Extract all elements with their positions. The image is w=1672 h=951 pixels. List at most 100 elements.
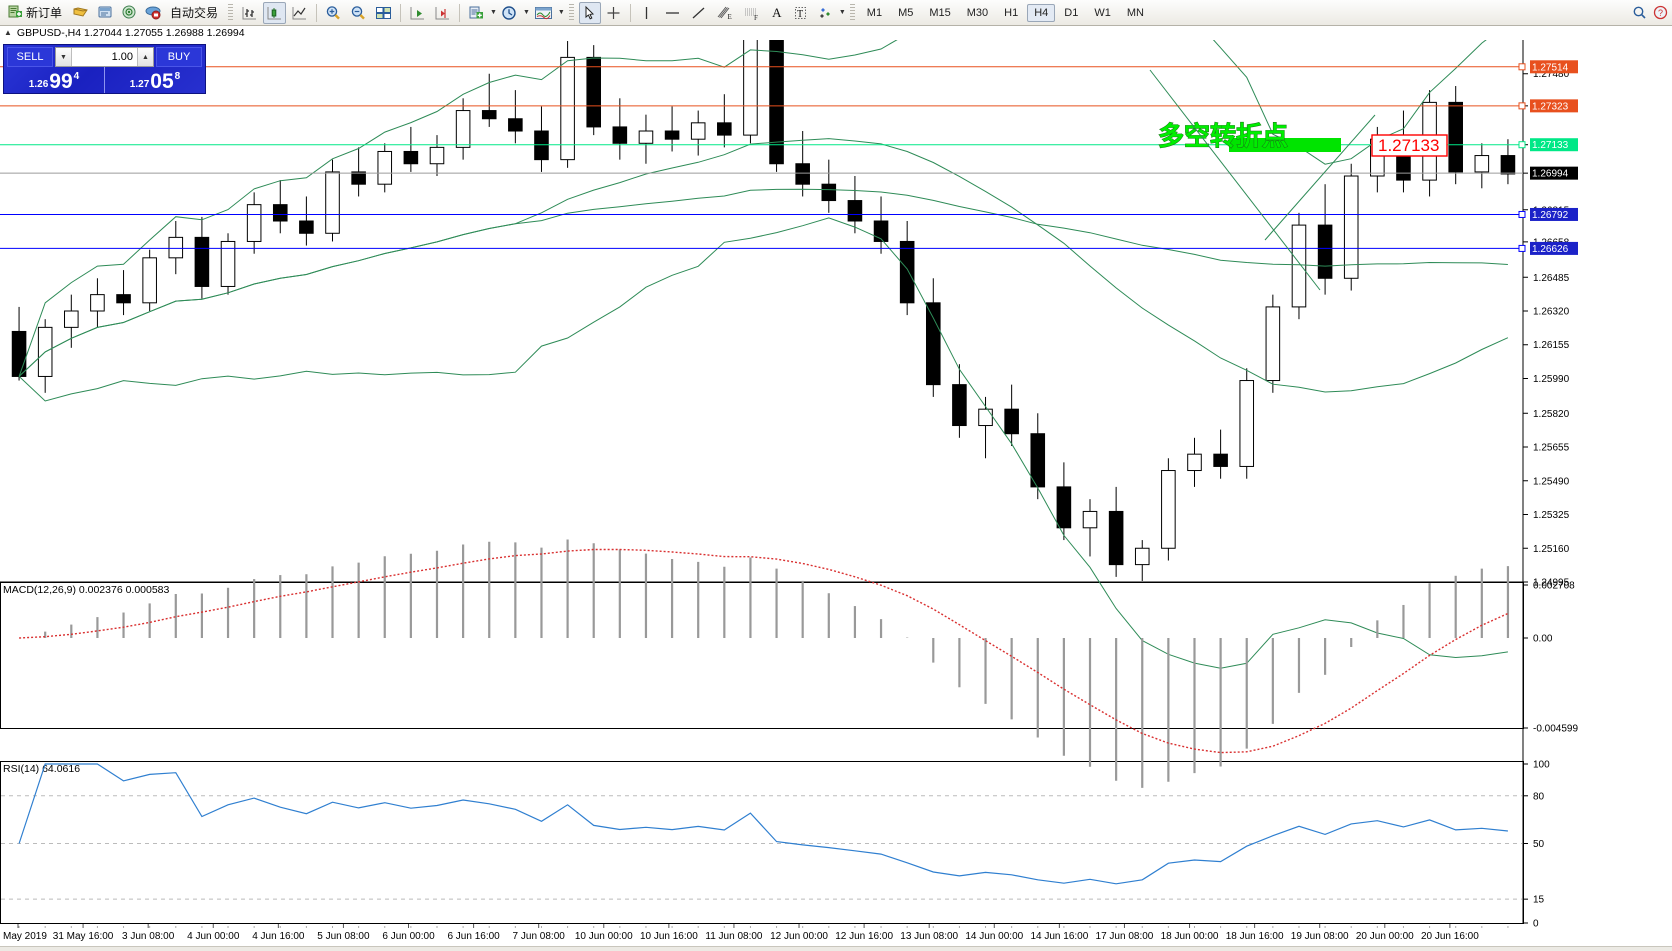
- timeframe-h1[interactable]: H1: [1004, 6, 1019, 19]
- toolbar-grip-2[interactable]: [568, 3, 574, 22]
- annotation-green-box[interactable]: [1229, 138, 1341, 152]
- new-order-button[interactable]: 新订单: [3, 2, 67, 24]
- indicators-dropdown-arrow[interactable]: ▼: [490, 9, 497, 16]
- level-handle[interactable]: [1518, 244, 1526, 252]
- bollinger-upper: [18, 40, 1487, 377]
- candle-body: [1030, 433, 1046, 488]
- tile-windows-button[interactable]: [372, 2, 395, 24]
- candle-body: [1161, 470, 1176, 549]
- price-tag-bg[interactable]: [1530, 166, 1578, 180]
- candle: [952, 364, 967, 438]
- auto-scroll-button[interactable]: [406, 2, 429, 24]
- level-handle[interactable]: [1518, 102, 1526, 110]
- zoom-in-icon: [326, 5, 340, 19]
- volume-increment-button[interactable]: ▲: [137, 48, 153, 66]
- templates-button[interactable]: [531, 2, 556, 24]
- indicators-button[interactable]: [465, 2, 488, 24]
- periods-button[interactable]: [498, 2, 521, 24]
- text-label-button[interactable]: T: [790, 2, 812, 24]
- toolbar-grip-3[interactable]: [849, 3, 855, 22]
- periods-dropdown-arrow[interactable]: ▼: [522, 9, 530, 16]
- price-tag-label: 1.27133: [1532, 140, 1569, 151]
- toolbar-separator-4: [629, 3, 631, 22]
- timeframe-h4[interactable]: H4: [1027, 3, 1056, 22]
- current-price-box[interactable]: [1371, 134, 1448, 157]
- toolbar-grip[interactable]: [228, 3, 234, 22]
- y-tick-label: 1.26320: [1533, 307, 1570, 318]
- trendline-button[interactable]: [687, 2, 710, 24]
- zoom-out-button[interactable]: [347, 2, 370, 24]
- chart-area[interactable]: 1.274801.273231.271331.269941.268151.266…: [0, 40, 1672, 951]
- toolbar-separator: [316, 3, 318, 22]
- level-handle[interactable]: [1518, 63, 1526, 71]
- crosshair-button[interactable]: [603, 2, 625, 24]
- x-tick-label: 31 May 2019: [0, 931, 47, 942]
- signals-button[interactable]: [118, 2, 140, 24]
- one-click-trading-panel[interactable]: SELL ▼ 1.00 ▲ BUY 1.26 99 4 1.27 05 8: [3, 44, 206, 94]
- svg-text:F: F: [754, 14, 758, 21]
- svg-text:?: ?: [1658, 8, 1663, 18]
- price-tag-bg[interactable]: [1530, 99, 1578, 113]
- timeframe-mn[interactable]: MN: [1126, 6, 1144, 19]
- equidistant-channel-button[interactable]: E: [712, 2, 737, 24]
- vertical-line-button[interactable]: [636, 2, 658, 24]
- price-tag-label: 1.27323: [1532, 101, 1569, 112]
- autotrading-button[interactable]: [142, 2, 165, 24]
- candle-body: [1317, 224, 1333, 279]
- metaeditor-button[interactable]: [69, 2, 92, 24]
- timeframe-w1[interactable]: W1: [1094, 6, 1111, 19]
- fibonacci-button[interactable]: F: [739, 2, 764, 24]
- collapse-triangle-icon[interactable]: ▲: [4, 28, 12, 37]
- x-tick-label: 11 Jun 08:00: [705, 931, 763, 942]
- level-handle[interactable]: [1518, 141, 1526, 149]
- trend-ray-2[interactable]: [1264, 114, 1376, 241]
- candle: [116, 270, 131, 316]
- status-bar: [0, 946, 1672, 951]
- buy-button[interactable]: BUY: [156, 47, 202, 67]
- zoom-in-button[interactable]: [322, 2, 345, 24]
- bar-chart-button[interactable]: [238, 2, 261, 24]
- cursor-button[interactable]: [578, 1, 601, 24]
- search-icon[interactable]: [1632, 5, 1647, 20]
- volume-input[interactable]: 1.00: [111, 51, 133, 63]
- level-handle[interactable]: [1518, 210, 1526, 218]
- candle-body: [116, 294, 131, 304]
- macd-tick-label: 0.00: [1533, 633, 1553, 644]
- price-tag-bg[interactable]: [1530, 138, 1578, 152]
- x-tick-label: 13 Jun 08:00: [900, 931, 958, 942]
- templates-dropdown-arrow[interactable]: ▼: [557, 9, 565, 16]
- price-tag-bg[interactable]: [1530, 241, 1578, 255]
- buy-price-prefix: 1.27: [129, 79, 150, 90]
- candle-body: [717, 122, 732, 136]
- auto-scroll-icon: [410, 6, 425, 19]
- clock-icon: [502, 5, 516, 20]
- trend-ray-1[interactable]: [1149, 69, 1321, 291]
- candle: [246, 192, 262, 254]
- x-tick-label: 18 Jun 16:00: [1226, 931, 1284, 942]
- price-tag-bg[interactable]: [1530, 207, 1578, 221]
- sell-price[interactable]: 1.26 99 4: [4, 67, 104, 93]
- expert-advisors-button[interactable]: [94, 2, 116, 24]
- line-chart-button[interactable]: [288, 2, 311, 24]
- timeframe-d1[interactable]: D1: [1064, 6, 1079, 19]
- candle-body: [952, 384, 967, 427]
- horizontal-line-button[interactable]: [660, 2, 685, 24]
- timeframe-m15[interactable]: M15: [929, 6, 951, 19]
- macd-tick-label: -0.004599: [1533, 724, 1578, 735]
- text-button[interactable]: A: [766, 2, 788, 24]
- timeframe-m1[interactable]: M1: [866, 6, 883, 19]
- shapes-dropdown-arrow[interactable]: ▼: [838, 9, 846, 16]
- buy-price[interactable]: 1.27 05 8: [105, 67, 205, 93]
- chart-canvas[interactable]: 1.274801.273231.271331.269941.268151.266…: [0, 40, 1672, 951]
- timeframe-m30[interactable]: M30: [966, 6, 989, 19]
- timeframe-m5[interactable]: M5: [898, 6, 914, 19]
- price-tag-bg[interactable]: [1530, 60, 1578, 74]
- volume-decrement-button[interactable]: ▼: [56, 48, 72, 66]
- candlestick-chart-button[interactable]: [263, 1, 287, 24]
- candle: [664, 106, 680, 152]
- chart-shift-button[interactable]: [431, 2, 454, 24]
- help-icon[interactable]: ?: [1653, 5, 1668, 20]
- sell-button[interactable]: SELL: [7, 47, 53, 67]
- volume-input-group[interactable]: ▼ 1.00 ▲: [55, 47, 154, 67]
- shapes-button[interactable]: [814, 2, 837, 24]
